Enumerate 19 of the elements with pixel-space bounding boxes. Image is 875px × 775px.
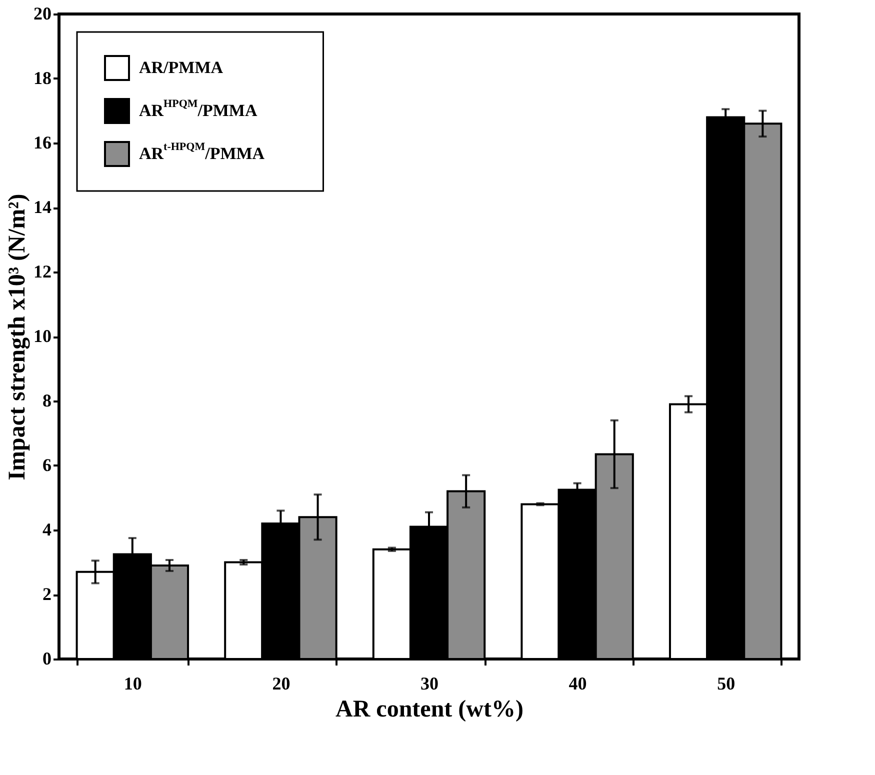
y-tick-label: 12 — [34, 262, 52, 282]
legend-label: AR/PMMA — [139, 58, 224, 77]
x-tick-label: 30 — [420, 674, 438, 694]
x-tick-label: 50 — [717, 674, 736, 694]
y-axis-title: Impact strength x10³ (N/m²) — [4, 194, 30, 480]
y-tick-label: 8 — [42, 390, 52, 410]
x-tick-label: 10 — [124, 674, 142, 694]
y-tick-label: 18 — [34, 68, 52, 88]
y-tick-label: 2 — [42, 584, 52, 604]
y-tick-label: 16 — [34, 132, 52, 152]
x-tick-label: 40 — [568, 674, 587, 694]
y-tick-label: 10 — [34, 326, 52, 346]
y-tick-label: 6 — [42, 455, 52, 475]
y-tick-label: 14 — [34, 197, 52, 217]
x-axis-title: AR content (wt%) — [336, 696, 524, 722]
x-tick-label: 20 — [272, 674, 290, 694]
y-tick-label: 4 — [42, 520, 52, 540]
y-tick-label: 20 — [34, 4, 52, 24]
y-tick-label: 0 — [42, 648, 52, 668]
